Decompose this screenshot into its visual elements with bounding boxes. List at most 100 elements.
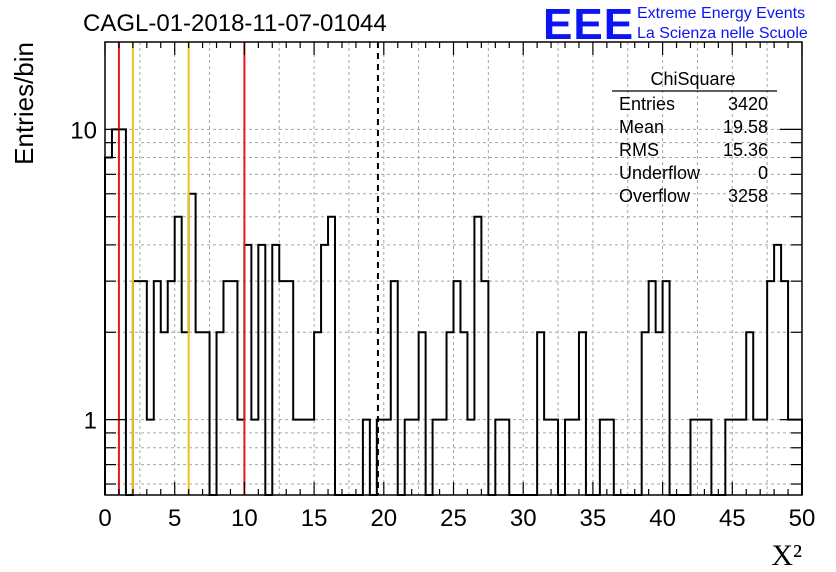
histogram-bin <box>105 158 112 495</box>
histogram-bin <box>697 420 704 495</box>
histogram-bin <box>147 420 154 495</box>
histogram-bin <box>244 245 251 495</box>
histogram-bin <box>746 332 753 495</box>
histogram-bin <box>328 217 335 495</box>
histogram-bin <box>781 281 788 495</box>
stats-label: Underflow <box>619 163 701 183</box>
histogram-bin <box>189 194 196 495</box>
histogram-bin <box>412 420 419 495</box>
histogram-bin <box>314 332 321 495</box>
x-tick-label: 20 <box>370 505 397 532</box>
histogram-bin <box>440 420 447 495</box>
histogram-bin <box>502 420 509 495</box>
histogram-bin <box>704 420 711 495</box>
logo-tagline-2: La Scienza nelle Scuole <box>637 25 808 42</box>
histogram-bin <box>481 281 488 495</box>
histogram-bin <box>739 420 746 495</box>
axis-ticks-layer: 0 5 10 15 20 25 30 35 40 45 50 1 10 <box>70 42 815 532</box>
histogram-bin <box>384 420 391 495</box>
histogram-bin <box>649 281 656 495</box>
stats-label: Overflow <box>619 186 691 206</box>
histogram-bin <box>112 129 119 495</box>
histogram-bin <box>237 420 244 495</box>
histogram-bin <box>565 420 572 495</box>
stats-value: 3420 <box>728 94 768 114</box>
page-title: CAGL-01-2018-11-07-01044 <box>83 10 387 37</box>
histogram-bin <box>767 281 774 495</box>
histogram-bin <box>537 332 544 495</box>
histogram-bin <box>168 281 175 495</box>
histogram-bin <box>579 332 586 495</box>
y-tick-label: 10 <box>70 117 97 144</box>
histogram-bin <box>258 245 265 495</box>
histogram-bin <box>663 281 670 495</box>
histogram-bin <box>690 420 697 495</box>
histogram-bin <box>774 245 781 495</box>
histogram-bin <box>217 332 224 495</box>
histogram-bin <box>286 281 293 495</box>
stats-label: Mean <box>619 117 664 137</box>
x-tick-label: 0 <box>98 505 111 532</box>
x-tick-label: 30 <box>510 505 537 532</box>
histogram-bin <box>433 420 440 495</box>
histogram-bin <box>454 281 461 495</box>
stats-label: RMS <box>619 140 659 160</box>
histogram-bin <box>405 420 412 495</box>
stats-value: 19.58 <box>723 117 768 137</box>
stats-value: 0 <box>758 163 768 183</box>
stats-title: ChiSquare <box>650 69 735 89</box>
histogram-bin <box>293 420 300 495</box>
histogram-bin <box>196 332 203 495</box>
stats-box: ChiSquare Entries 3420 Mean 19.58 RMS 15.36 Un… <box>612 69 777 206</box>
x-tick-label: 25 <box>440 505 467 532</box>
x-tick-label: 40 <box>649 505 676 532</box>
histogram-bin <box>223 281 230 495</box>
x-tick-label: 45 <box>719 505 746 532</box>
histogram-bin <box>495 420 502 495</box>
stats-label: Entries <box>619 94 675 114</box>
histogram-bin <box>119 129 126 495</box>
histogram-bin <box>551 420 558 495</box>
histogram-bin <box>572 420 579 495</box>
histogram-bin <box>272 245 279 495</box>
histogram-bin <box>251 420 258 495</box>
x-tick-label: 50 <box>789 505 816 532</box>
histogram-bin <box>419 332 426 495</box>
histogram-bin <box>140 281 147 495</box>
eee-logo: EEE Extreme Energy Events La Scienza nel… <box>543 0 833 49</box>
histogram-bin <box>161 332 168 495</box>
histogram-bin <box>544 420 551 495</box>
histogram-bin <box>133 281 140 495</box>
histogram-bin <box>175 217 182 495</box>
histogram-bin <box>753 420 760 495</box>
histogram-bin <box>467 420 474 495</box>
histogram-bin <box>732 420 739 495</box>
histogram-bin <box>391 281 398 495</box>
x-axis-label: X² <box>771 539 802 572</box>
y-tick-label: 1 <box>84 408 97 435</box>
logo-tagline-1: Extreme Energy Events <box>637 5 806 22</box>
histogram-bin <box>279 281 286 495</box>
histogram-bin <box>307 420 314 495</box>
x-tick-label: 10 <box>231 505 258 532</box>
histogram-bin <box>656 332 663 495</box>
histogram-bin <box>725 420 732 495</box>
histogram-bin <box>447 332 454 495</box>
histogram-bin <box>600 420 607 495</box>
histogram-bin <box>321 245 328 495</box>
stats-value: 3258 <box>728 186 768 206</box>
histogram-bin <box>154 281 161 495</box>
histogram-bin <box>642 332 649 495</box>
x-tick-label: 15 <box>301 505 328 532</box>
y-axis-label: Entries/bin <box>9 42 39 165</box>
histogram-bin <box>300 420 307 495</box>
x-tick-label: 35 <box>580 505 607 532</box>
stats-value: 15.36 <box>723 140 768 160</box>
eee-logo-mark: EEE <box>543 0 635 49</box>
histogram-bin <box>474 217 481 495</box>
histogram-bin <box>460 332 467 495</box>
histogram-bin <box>760 420 767 495</box>
histogram-bin <box>203 332 210 495</box>
histogram-bin <box>363 420 370 495</box>
